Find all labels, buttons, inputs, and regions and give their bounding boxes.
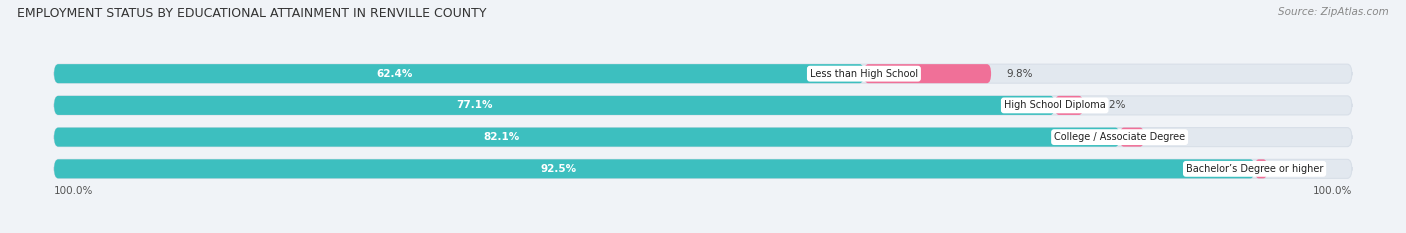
Text: Less than High School: Less than High School	[810, 69, 918, 79]
FancyBboxPatch shape	[1254, 159, 1268, 178]
FancyBboxPatch shape	[53, 128, 1353, 147]
Text: 100.0%: 100.0%	[1313, 186, 1353, 196]
FancyBboxPatch shape	[53, 96, 1353, 115]
Text: Bachelor’s Degree or higher: Bachelor’s Degree or higher	[1185, 164, 1323, 174]
FancyBboxPatch shape	[53, 159, 1254, 178]
Text: College / Associate Degree: College / Associate Degree	[1054, 132, 1185, 142]
Text: 100.0%: 100.0%	[53, 186, 93, 196]
Text: High School Diploma: High School Diploma	[1004, 100, 1105, 110]
Text: 77.1%: 77.1%	[456, 100, 492, 110]
FancyBboxPatch shape	[53, 159, 1353, 178]
Text: 62.4%: 62.4%	[375, 69, 412, 79]
Text: 92.5%: 92.5%	[540, 164, 576, 174]
Text: 1.0%: 1.0%	[1284, 164, 1309, 174]
FancyBboxPatch shape	[53, 96, 1054, 115]
FancyBboxPatch shape	[53, 128, 1119, 147]
Text: Source: ZipAtlas.com: Source: ZipAtlas.com	[1278, 7, 1389, 17]
FancyBboxPatch shape	[1054, 96, 1083, 115]
Text: 82.1%: 82.1%	[484, 132, 520, 142]
FancyBboxPatch shape	[53, 64, 1353, 83]
Text: 2.2%: 2.2%	[1099, 100, 1125, 110]
Text: 9.8%: 9.8%	[1007, 69, 1033, 79]
FancyBboxPatch shape	[53, 64, 863, 83]
FancyBboxPatch shape	[1119, 128, 1144, 147]
FancyBboxPatch shape	[863, 64, 991, 83]
Text: 1.9%: 1.9%	[1160, 132, 1187, 142]
Text: EMPLOYMENT STATUS BY EDUCATIONAL ATTAINMENT IN RENVILLE COUNTY: EMPLOYMENT STATUS BY EDUCATIONAL ATTAINM…	[17, 7, 486, 20]
